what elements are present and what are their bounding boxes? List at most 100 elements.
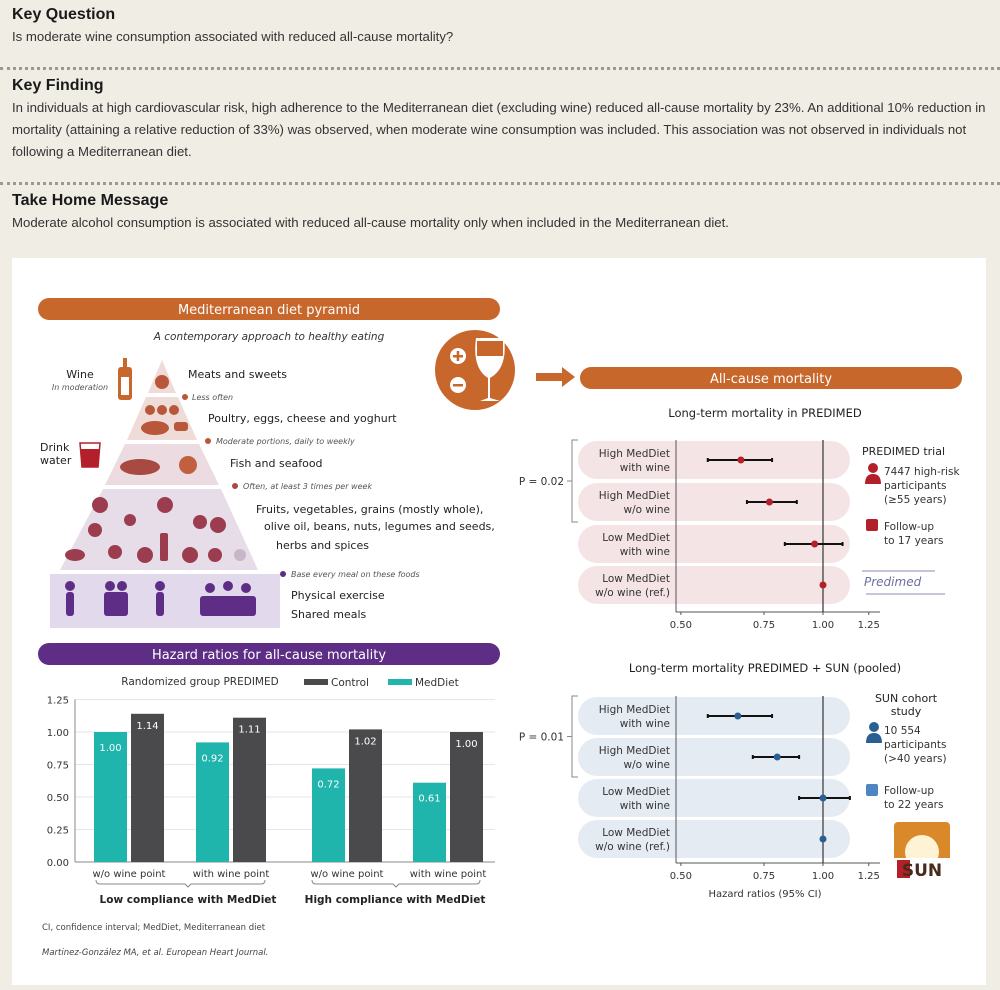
take-home-section: Take Home Message Moderate alcohol consu… [12,192,990,234]
calendar-icon [866,519,878,531]
wine-bottle-icon [118,358,132,400]
row-label: w/o wine (ref.) [595,841,670,853]
bar-chart-banner [38,643,500,665]
forest-title-predimed: Long-term mortality in PREDIMED [668,406,862,420]
footnote-abbreviations: CI, confidence interval; MedDiet, Medite… [42,923,266,933]
bar-control [233,717,266,862]
legend-swatch-control [304,679,328,685]
bar-meddiet [413,782,446,862]
y-tick-label: 1.00 [47,728,69,739]
predimed-box-title: PREDIMED trial [862,445,945,458]
bar-control [131,713,164,862]
predimed-followup: Follow-up [884,521,934,533]
hazard-ratio-point [734,712,742,720]
p-value-bracket [567,695,578,778]
y-tick-label: 1.25 [47,696,69,707]
fish-icon [120,459,160,475]
legend-label-control: Control [331,677,369,689]
hazard-ratio-point [737,456,745,464]
water-label-2: water [40,454,72,467]
row-band [578,525,850,563]
row-band [578,738,850,776]
data-label: 0.92 [201,753,223,764]
x-tick-label: 1.00 [812,620,834,631]
sun-logo: SUN [894,822,950,881]
key-finding-section: Key Finding In individuals at high cardi… [12,77,990,163]
y-tick-label: 0.00 [47,858,69,869]
row-label: Low MedDiet [602,786,670,798]
predimed-participants: (≥55 years) [884,494,947,506]
bullet-icon [205,438,211,444]
x-tick-label: 1.25 [858,871,880,882]
row-label: Low MedDiet [602,573,670,585]
row-band [578,566,850,604]
row-label: Low MedDiet [602,532,670,544]
data-label: 1.02 [354,736,376,747]
legend-title: Randomized group PREDIMED [121,676,278,688]
tier-label: Fish and seafood [230,457,323,470]
data-label: 1.14 [136,721,158,732]
bar-meddiet [94,732,127,862]
hazard-ratio-point [765,498,773,506]
row-label: with wine [620,800,670,812]
bar-control [450,732,483,862]
group-brace [311,879,481,888]
key-question-title: Key Question [12,6,116,23]
bullet-icon [182,394,188,400]
legend-label-meddiet: MedDiet [415,677,459,689]
arrow-icon [536,367,575,387]
sweets-icon [155,375,169,389]
key-finding-text: In individuals at high cardiovascular ri… [12,100,986,159]
tier-note: Moderate portions, daily to weekly [216,437,355,446]
bar-meddiet [312,768,345,862]
row-label: w/o wine [623,759,670,771]
plant-food-icons [65,497,246,563]
all-cause-mortality-banner-text: All-cause mortality [710,372,832,387]
hazard-ratio-point [811,540,819,548]
row-label: w/o wine [623,504,670,516]
divider [0,67,1000,70]
water-label-1: Drink [40,441,70,454]
bar-chart-title: Hazard ratios for all-cause mortality [152,648,386,663]
p-value: P = 0.01 [519,732,564,744]
person-icon [865,463,881,484]
person-icon [866,722,882,743]
poultry-icon [141,421,169,435]
tier-label: Meats and sweets [188,368,287,381]
wine-label: Wine [66,368,94,381]
x-tick-label: w/o wine point [311,869,384,880]
tier-note: Base every meal on these foods [291,570,420,579]
x-tick-label: 1.25 [858,620,880,631]
x-tick-label: 0.75 [753,620,775,631]
x-tick-label: 1.00 [812,871,834,882]
group-label-high: High compliance with MedDiet [305,894,486,906]
take-home-text: Moderate alcohol consumption is associat… [12,215,729,230]
tier-label: herbs and spices [276,539,369,552]
calendar-icon [866,784,878,796]
cheese-icon [174,422,188,431]
row-label: with wine [620,546,670,558]
data-label: 0.61 [418,794,440,805]
y-tick-label: 0.25 [47,826,69,837]
bullet-icon [232,483,238,489]
row-label: Low MedDiet [602,827,670,839]
pyramid-banner [38,298,500,320]
sun-participants: (>40 years) [884,753,947,765]
divider [0,182,1000,185]
forest-title-pooled: Long-term mortality PREDIMED + SUN (pool… [629,661,901,675]
tier-label: Shared meals [291,608,367,621]
p-value-bracket [567,439,578,523]
wine-note: In moderation [52,383,108,392]
row-label: High MedDiet [599,490,670,502]
tier-label: Physical exercise [291,589,385,602]
olive-oil-bottle-icon [160,533,168,561]
forest-plot-pooled: High MedDiet with wine High MedDiet w/o win… [519,695,880,882]
bar-chart: 0.00 0.25 0.50 0.75 1.00 1.25 1.00 1.14 w/o wine… [47,696,495,880]
key-finding-title: Key Finding [12,77,104,94]
hazard-ratio-point [819,794,827,802]
key-question-text: Is moderate wine consumption associated … [12,29,454,44]
row-label: High MedDiet [599,704,670,716]
y-tick-label: 0.50 [47,793,69,804]
tier-fish [105,444,219,485]
